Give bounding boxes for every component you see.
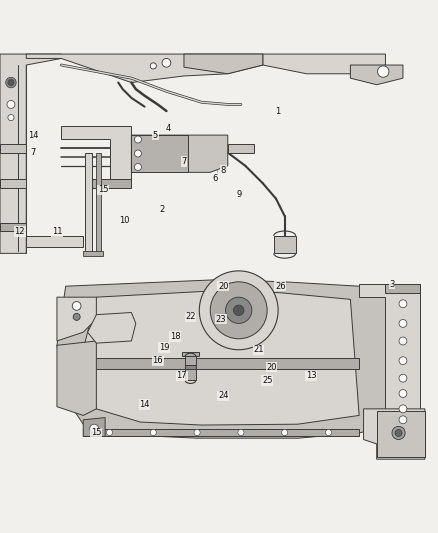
Polygon shape	[26, 54, 263, 83]
Circle shape	[150, 63, 156, 69]
Circle shape	[399, 300, 407, 308]
Polygon shape	[364, 409, 425, 459]
Polygon shape	[83, 418, 105, 437]
Polygon shape	[385, 284, 420, 293]
Polygon shape	[57, 280, 394, 438]
Text: 10: 10	[120, 216, 130, 225]
Polygon shape	[131, 135, 188, 172]
Text: 2: 2	[159, 205, 165, 214]
Text: 14: 14	[28, 131, 38, 140]
Text: 21: 21	[253, 345, 264, 354]
Text: 7: 7	[181, 157, 187, 166]
Circle shape	[8, 79, 14, 86]
Circle shape	[233, 305, 244, 316]
Text: 23: 23	[216, 314, 226, 324]
Text: 5: 5	[153, 131, 158, 140]
Circle shape	[399, 374, 407, 382]
Polygon shape	[0, 144, 26, 152]
Polygon shape	[359, 284, 420, 438]
Text: 18: 18	[170, 332, 180, 341]
Text: 20: 20	[218, 282, 229, 290]
Circle shape	[7, 101, 15, 108]
Polygon shape	[0, 54, 61, 253]
Circle shape	[395, 430, 402, 437]
Text: 15: 15	[98, 185, 108, 195]
Circle shape	[399, 405, 407, 413]
Text: 11: 11	[52, 227, 62, 236]
Polygon shape	[57, 341, 96, 415]
Text: 8: 8	[221, 166, 226, 175]
Circle shape	[282, 430, 288, 435]
Polygon shape	[274, 236, 296, 253]
Circle shape	[399, 319, 407, 327]
Polygon shape	[185, 365, 196, 369]
Polygon shape	[0, 223, 26, 231]
Text: 6: 6	[212, 174, 217, 183]
Polygon shape	[228, 144, 254, 152]
Circle shape	[72, 302, 81, 310]
Polygon shape	[185, 356, 196, 381]
Text: 7: 7	[30, 148, 35, 157]
Text: 1: 1	[276, 107, 281, 116]
Polygon shape	[96, 152, 101, 253]
Text: 3: 3	[389, 279, 395, 288]
Text: 26: 26	[275, 282, 286, 290]
Circle shape	[378, 66, 389, 77]
Text: 4: 4	[166, 124, 171, 133]
Text: 22: 22	[185, 312, 196, 321]
Polygon shape	[83, 359, 359, 369]
Circle shape	[399, 390, 407, 398]
Circle shape	[162, 59, 171, 67]
Polygon shape	[184, 54, 263, 74]
Polygon shape	[85, 152, 92, 253]
Circle shape	[150, 430, 156, 435]
Text: 13: 13	[306, 372, 316, 381]
Polygon shape	[182, 352, 199, 356]
Text: 14: 14	[139, 400, 150, 409]
Circle shape	[194, 430, 200, 435]
Polygon shape	[61, 126, 131, 179]
Polygon shape	[263, 54, 385, 74]
Polygon shape	[350, 65, 403, 85]
Text: 9: 9	[236, 190, 241, 199]
Text: 20: 20	[266, 363, 277, 372]
Polygon shape	[385, 429, 420, 438]
Polygon shape	[377, 411, 425, 457]
Circle shape	[90, 424, 99, 433]
Polygon shape	[88, 312, 136, 343]
Text: 16: 16	[152, 356, 163, 365]
Circle shape	[8, 115, 14, 120]
Circle shape	[325, 430, 332, 435]
Text: 12: 12	[14, 227, 25, 236]
Circle shape	[106, 430, 113, 435]
Polygon shape	[83, 251, 103, 255]
Text: 25: 25	[262, 376, 272, 385]
Polygon shape	[83, 290, 359, 425]
Text: 15: 15	[91, 429, 102, 438]
Circle shape	[399, 416, 407, 424]
Text: 19: 19	[159, 343, 170, 352]
Polygon shape	[0, 179, 26, 188]
Polygon shape	[26, 236, 83, 247]
Circle shape	[134, 164, 141, 171]
Circle shape	[392, 426, 405, 440]
Polygon shape	[88, 179, 131, 188]
Text: 17: 17	[177, 372, 187, 381]
Polygon shape	[57, 297, 96, 341]
Circle shape	[399, 337, 407, 345]
Circle shape	[6, 77, 16, 88]
Circle shape	[134, 136, 141, 143]
Circle shape	[134, 150, 141, 157]
Circle shape	[73, 313, 80, 320]
Circle shape	[238, 430, 244, 435]
Circle shape	[226, 297, 252, 324]
Circle shape	[399, 357, 407, 365]
Circle shape	[199, 271, 278, 350]
Circle shape	[210, 282, 267, 339]
Polygon shape	[83, 429, 359, 437]
Text: 24: 24	[218, 391, 229, 400]
Polygon shape	[131, 135, 228, 172]
